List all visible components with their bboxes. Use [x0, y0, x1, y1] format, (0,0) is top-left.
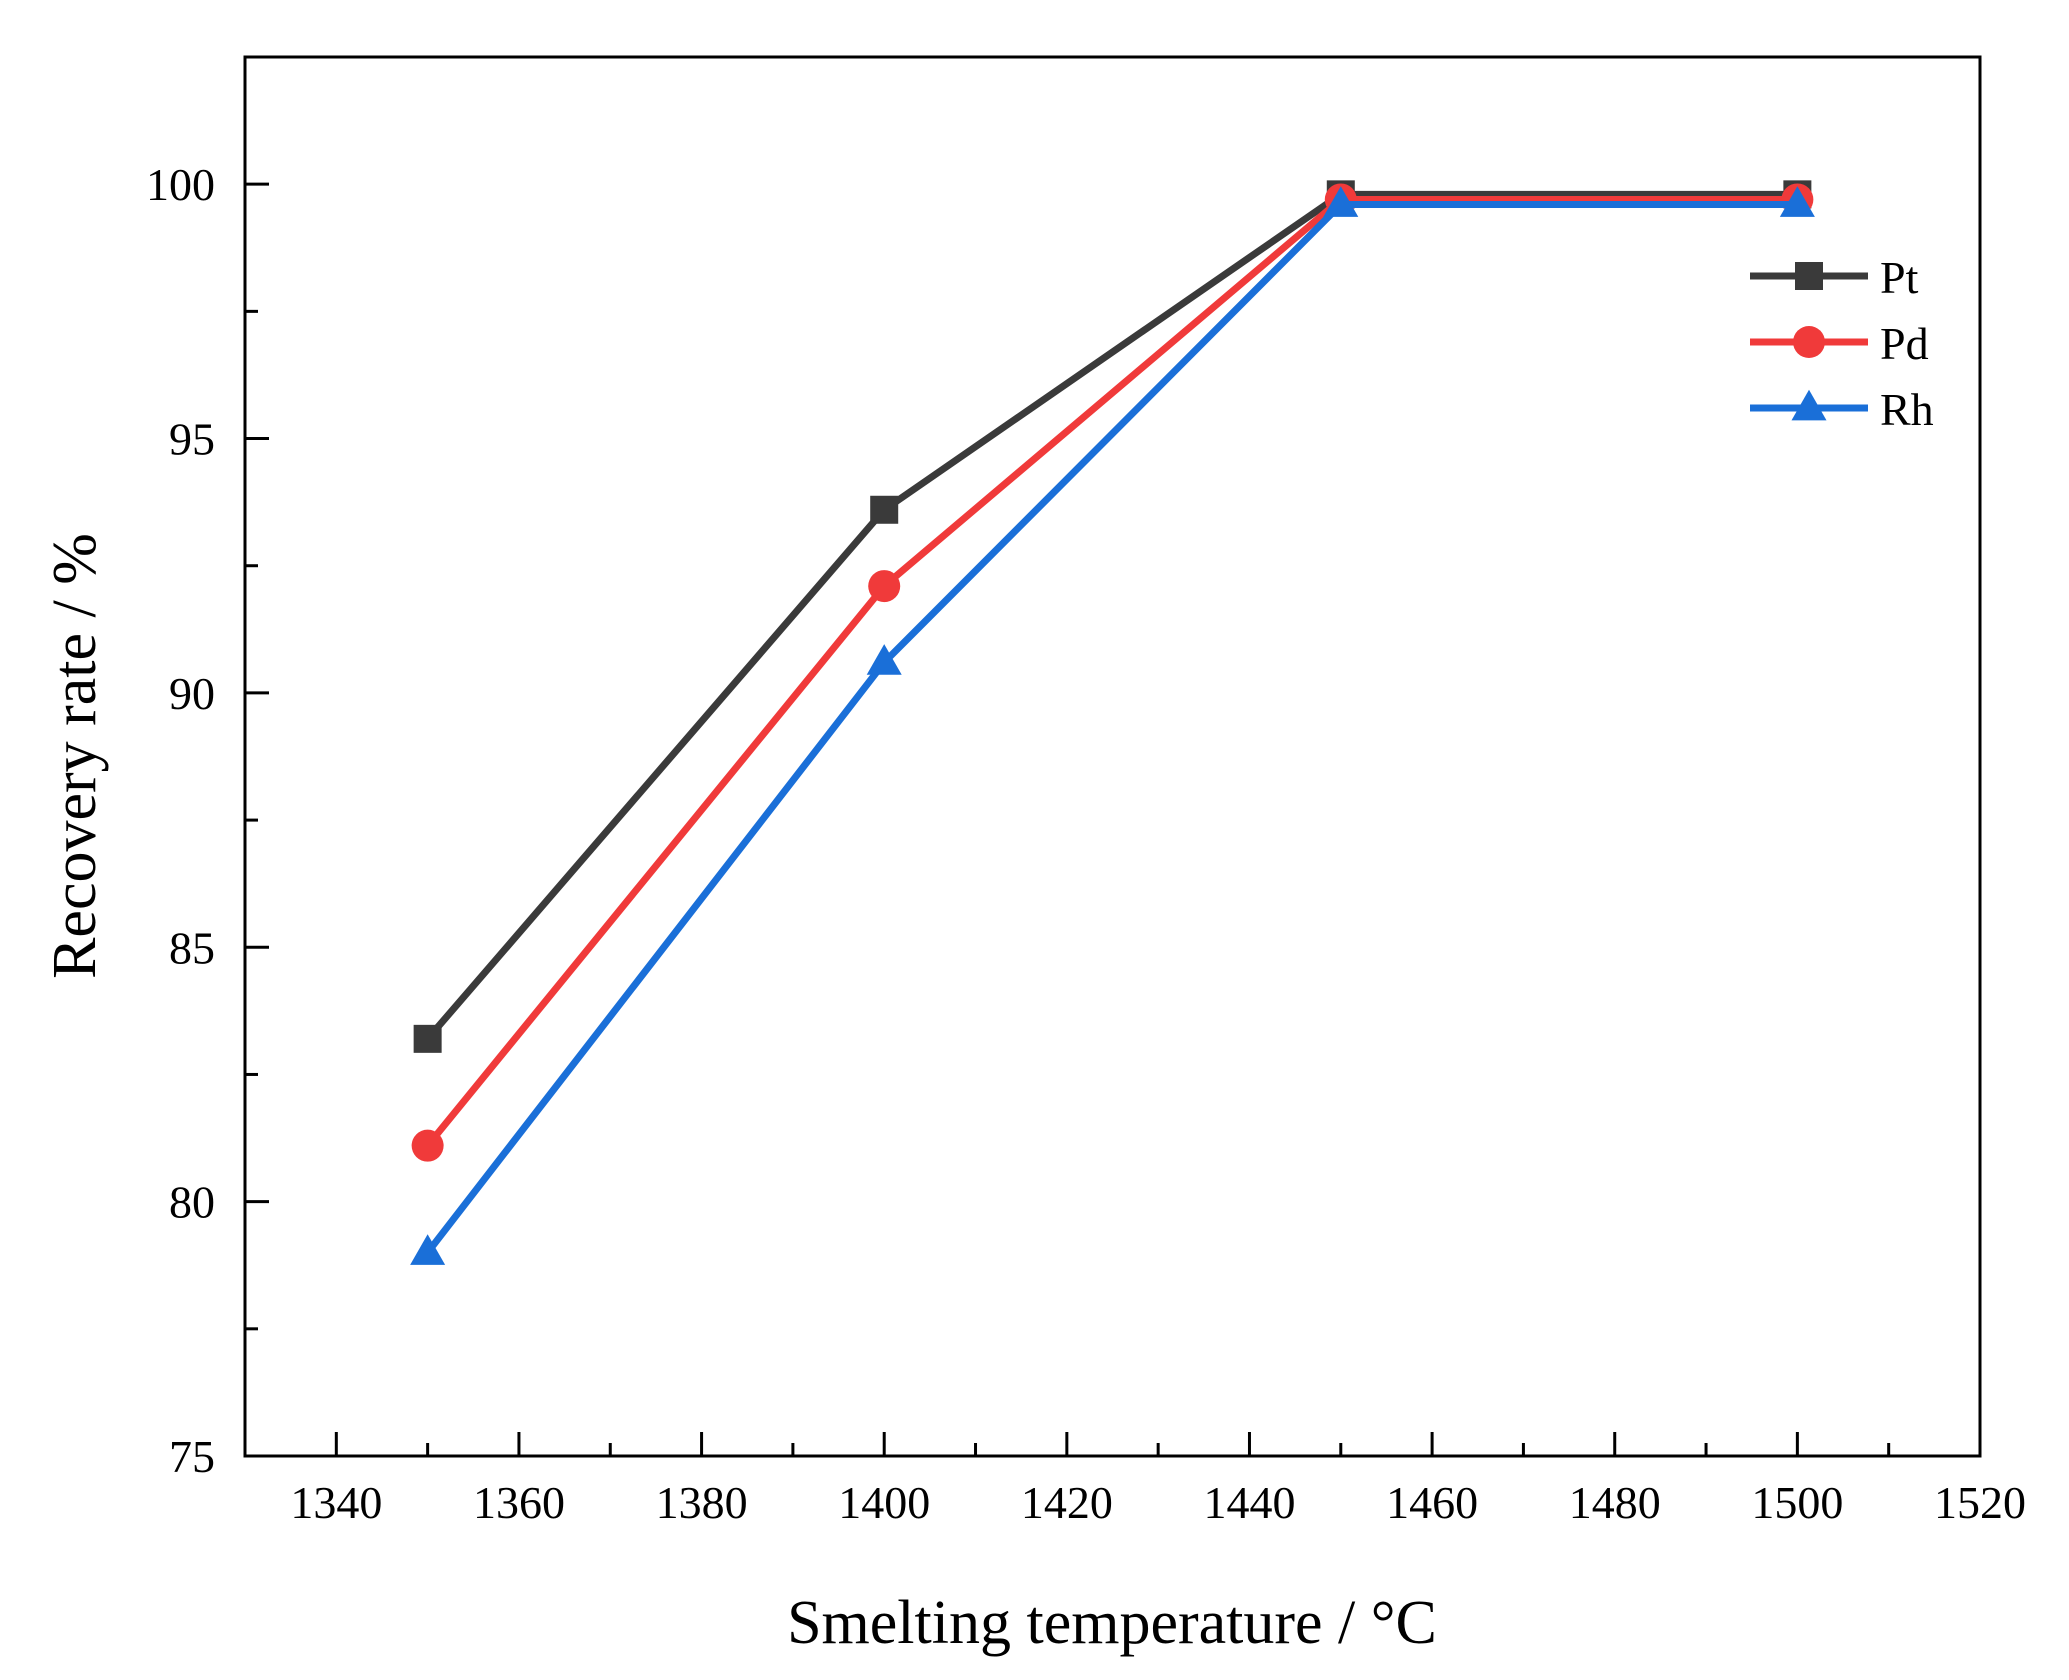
- legend-label-rh: Rh: [1880, 384, 1934, 435]
- legend-item-pd: Pd: [1750, 318, 1929, 369]
- data-point-pd: [868, 570, 901, 603]
- legend-item-rh: Rh: [1750, 384, 1934, 435]
- x-tick-label: 1380: [656, 1477, 748, 1528]
- legend-label-pd: Pd: [1880, 318, 1929, 369]
- x-axis-title: Smelting temperature / °C: [787, 1589, 1437, 1657]
- series-rh: [410, 186, 1815, 1265]
- plot-frame: [243, 55, 1982, 1458]
- legend: Pt Pd Rh: [1750, 252, 1934, 435]
- data-point-rh: [1779, 186, 1815, 217]
- series-line-rh: [424, 201, 1798, 1255]
- x-tick-label: 1420: [1021, 1477, 1113, 1528]
- y-tick-label: 80: [169, 1177, 215, 1228]
- y-tick-label: 100: [146, 159, 215, 210]
- series-pt: [413, 180, 1812, 1053]
- series-pd: [411, 183, 1814, 1162]
- x-tick-label: 1360: [473, 1477, 565, 1528]
- series-layer: [410, 180, 1815, 1265]
- x-tick-label: 1340: [290, 1477, 382, 1528]
- x-tick-label: 1460: [1386, 1477, 1478, 1528]
- legend-marker-rh: [1791, 389, 1827, 421]
- x-tick-label: 1440: [1203, 1477, 1295, 1528]
- x-axis: 1340 1360 1380 1400 1420 1440 1460 1480 1500 1520: [243, 1432, 2026, 1528]
- legend-item-pt: Pt: [1750, 252, 1919, 303]
- data-point-rh: [410, 1234, 446, 1265]
- x-tick-label: 1480: [1569, 1477, 1661, 1528]
- legend-marker-pt: [1795, 262, 1823, 290]
- y-tick-label: 90: [169, 668, 215, 719]
- x-tick-label: 1400: [838, 1477, 930, 1528]
- series-line-pd: [424, 195, 1798, 1148]
- x-tick-label: 1500: [1751, 1477, 1843, 1528]
- legend-marker-pd: [1793, 326, 1825, 358]
- y-tick-label: 75: [169, 1431, 215, 1482]
- legend-label-pt: Pt: [1880, 252, 1919, 303]
- y-axis-title: Recovery rate / %: [41, 533, 109, 979]
- y-tick-label: 85: [169, 922, 215, 973]
- data-point-pt: [870, 495, 899, 524]
- y-tick-label: 95: [169, 414, 215, 465]
- data-point-pd: [411, 1129, 444, 1162]
- data-point-rh: [1323, 186, 1359, 217]
- data-point-pt: [413, 1024, 442, 1053]
- y-axis: 75 80 85 90 95 100: [146, 55, 269, 1482]
- series-line-pt: [424, 190, 1798, 1042]
- data-point-rh: [866, 644, 902, 675]
- x-tick-label: 1520: [1934, 1477, 2026, 1528]
